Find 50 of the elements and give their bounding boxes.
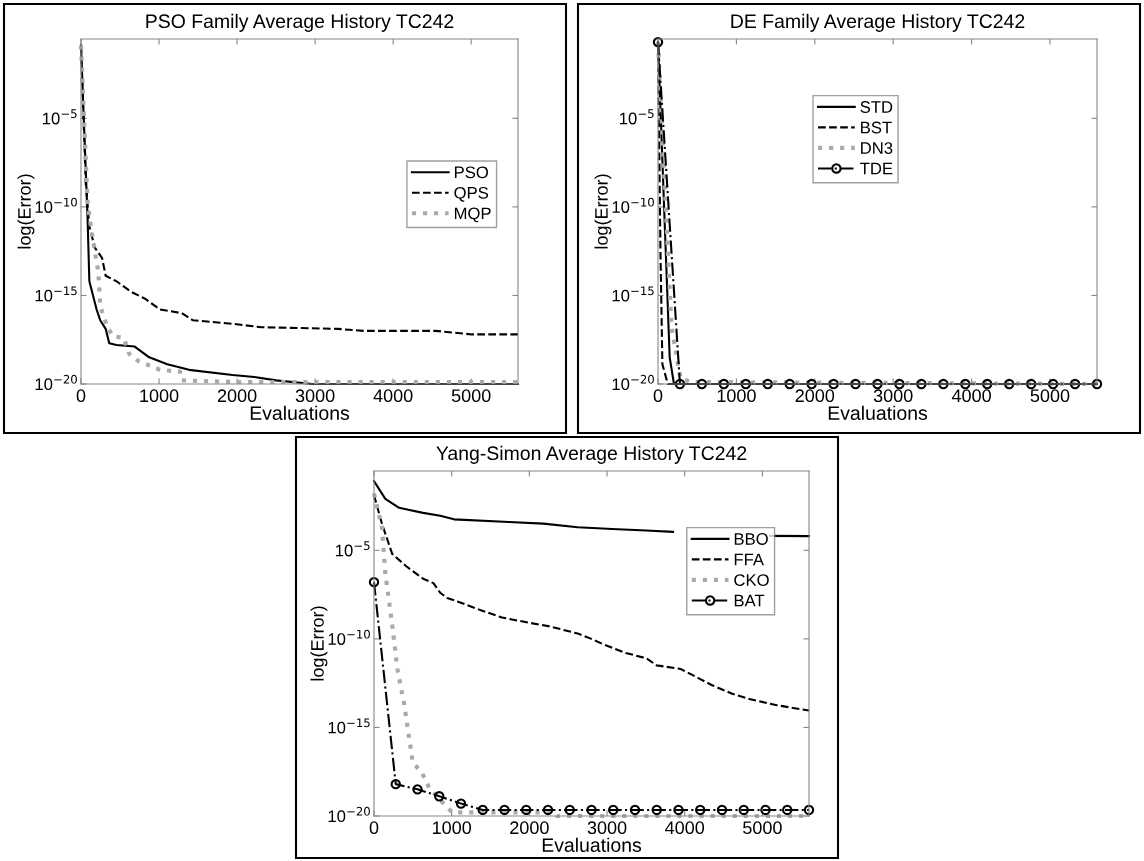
x-tick-label: 0 (653, 389, 663, 403)
legend-label: QPS (454, 186, 489, 202)
y-tick-label: 10$^{−15}$ (35, 286, 77, 302)
x-tick-label: 4000 (951, 389, 991, 403)
legend-label: MQP (454, 207, 491, 223)
x-tick-label: 3000 (587, 821, 627, 835)
x-axis-title: Evaluations (542, 837, 642, 852)
legend-label: CKO (734, 574, 769, 586)
y-axis-title: log(Error) (594, 174, 612, 249)
x-tick-label: 3000 (873, 389, 913, 403)
y-tick-label: 10$^{−10}$ (35, 197, 77, 213)
chart-title: Yang-Simon Average History TC242 (436, 445, 747, 464)
x-tick-label: 1000 (432, 821, 472, 835)
x-tick-label: 4000 (665, 821, 705, 835)
x-tick-label: 3000 (295, 389, 335, 403)
y-axis-title: log(Error) (310, 606, 328, 681)
legend-label: TDE (860, 162, 893, 175)
x-tick-label: 5000 (743, 821, 782, 835)
x-tick-label: 5000 (451, 389, 491, 403)
x-tick-label: 2000 (217, 389, 257, 403)
legend-label: FFA (734, 553, 764, 566)
y-tick-label: 10$^{−10}$ (612, 197, 654, 213)
y-tick-label: 10$^{−15}$ (328, 718, 370, 734)
y-tick-label: 10$^{−5}$ (335, 541, 370, 557)
x-tick-label: 4000 (373, 389, 413, 403)
x-tick-label: 0 (76, 389, 86, 403)
x-tick-label: 0 (369, 821, 379, 835)
y-tick-label: 10$^{−15}$ (612, 286, 654, 302)
x-tick-label: 1000 (140, 389, 179, 403)
y-tick-label: 10$^{−20}$ (328, 806, 370, 823)
legend-label: BAT (734, 594, 765, 607)
y-tick-label: 10$^{−20}$ (612, 374, 654, 391)
y-tick-label: 10$^{−5}$ (42, 109, 77, 125)
legend-label: DN3 (861, 142, 893, 154)
chart-title: DE Family Average History TC242 (731, 13, 1025, 32)
x-axis-title: Evaluations (828, 405, 928, 420)
legend-label: PSO (454, 166, 488, 179)
x-tick-label: 1000 (717, 389, 756, 403)
legend-label: BBO (734, 533, 768, 545)
x-axis-title: Evaluations (250, 405, 350, 420)
legend-label: STD (860, 101, 893, 113)
legend-label: BST (861, 121, 892, 134)
x-tick-label: 5000 (1030, 389, 1070, 403)
chart-title: PSO Family Average History TC242 (146, 13, 454, 32)
y-tick-label: 10$^{−10}$ (328, 629, 370, 645)
y-tick-label: 10$^{−5}$ (619, 109, 654, 125)
x-tick-label: 2000 (510, 821, 549, 835)
x-tick-label: 2000 (795, 389, 835, 403)
y-axis-title: log(Error) (17, 174, 35, 249)
y-tick-label: 10$^{−20}$ (35, 374, 77, 391)
